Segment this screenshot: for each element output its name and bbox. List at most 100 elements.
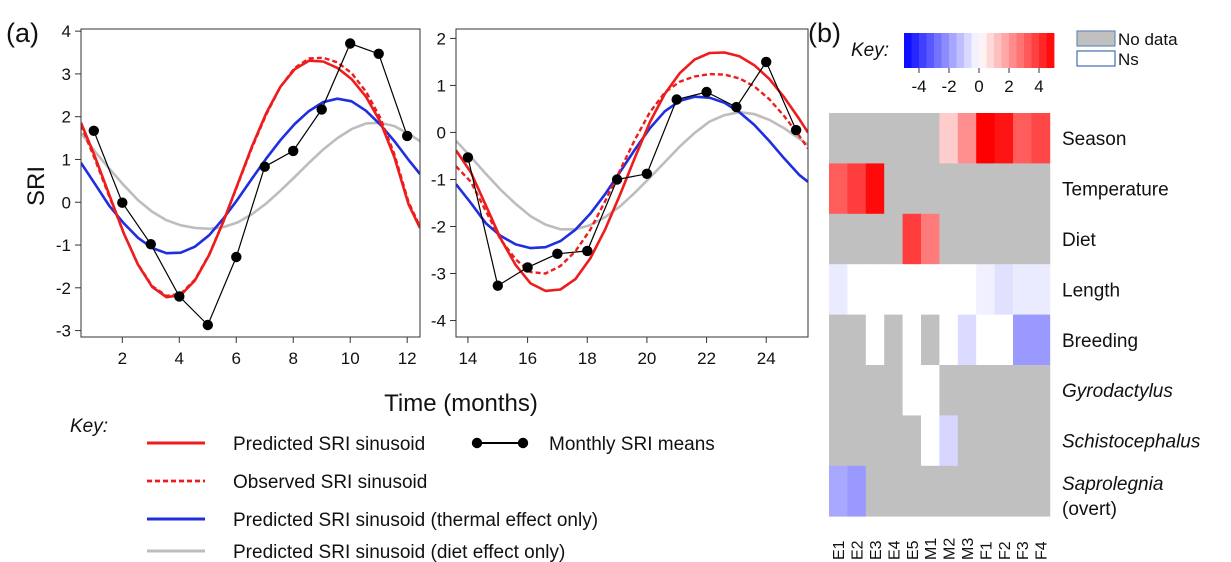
heatmap-cell	[976, 365, 995, 416]
heatmap-cell	[865, 415, 885, 467]
data-point	[582, 245, 593, 257]
heatmap-cell	[1013, 264, 1032, 315]
colorbar-tick-label: 4	[1034, 77, 1043, 96]
heatmap-cell	[921, 264, 940, 315]
colorbar-swatch	[1024, 33, 1032, 68]
heatmap-cell	[921, 163, 940, 215]
heatmap-cell	[884, 314, 903, 366]
heatmap-cell	[1031, 163, 1051, 215]
data-point	[259, 161, 270, 172]
y-tick-label: -3	[56, 322, 71, 341]
heatmap-cell	[847, 163, 867, 215]
colorbar-swatch	[964, 33, 972, 68]
heatmap-cell	[902, 465, 922, 517]
data-point	[462, 152, 474, 163]
data-point	[641, 168, 653, 179]
colorbar-swatch	[971, 33, 980, 68]
heatmap-cell	[1013, 113, 1032, 164]
heatmap-cell	[847, 465, 867, 517]
heatmap-cell	[976, 264, 995, 315]
y-tick-label: -4	[431, 312, 446, 331]
colorbar-swatch	[994, 33, 1002, 68]
colorbar-swatch	[926, 33, 935, 68]
heatmap-cell	[847, 365, 867, 416]
heatmap-cell	[994, 113, 1014, 164]
heatmap-cell	[847, 264, 867, 315]
heatmap-cell	[1013, 415, 1032, 467]
heatmap-cell	[829, 113, 848, 164]
heatmap-cell	[1031, 314, 1051, 366]
heatmap-cell	[865, 365, 885, 416]
series-line-grey-solid	[456, 110, 808, 231]
heatmap-cell	[902, 113, 922, 164]
heatmap-column-label: F2	[997, 541, 1014, 560]
heatmap-cell	[939, 415, 959, 467]
heatmap-cell	[939, 213, 959, 265]
heatmap-cell	[976, 465, 995, 517]
heatmap-column-label: F1	[978, 541, 995, 560]
heatmap-cell	[1013, 465, 1032, 517]
heatmap-cell	[829, 264, 848, 315]
heatmap-cell	[921, 365, 940, 416]
heatmap-cell	[957, 465, 977, 517]
y-tick-label: 3	[62, 65, 71, 84]
x-tick-label: 16	[518, 349, 537, 368]
heatmap-cell	[865, 163, 885, 215]
heatmap-cell	[1031, 465, 1051, 517]
chart-a-right: 14 16 18 20 22 24 -4 -3 -2 -1 0 1 2	[431, 28, 809, 368]
heatmap-column-label: E2	[850, 540, 867, 560]
colorbar-tick-label: 0	[974, 77, 983, 96]
heatmap-cell	[976, 415, 995, 467]
colorbar: Key: -4 -2 0 2 4	[851, 33, 1055, 96]
data-point	[88, 125, 100, 136]
x-tick-label: 18	[578, 349, 597, 368]
heatmap-cell	[921, 314, 940, 366]
x-tick-label: 24	[757, 349, 776, 368]
data-point	[552, 248, 563, 259]
series-line-grey-solid	[81, 121, 420, 231]
heatmap-cell	[902, 163, 922, 215]
heatmap-cell	[902, 264, 922, 315]
colorbar-swatch	[1009, 33, 1017, 68]
data-point	[231, 251, 242, 263]
heatmap-cell	[884, 415, 903, 467]
y-tick-label: 0	[62, 193, 71, 212]
heatmap-cell	[1013, 163, 1032, 215]
heatmap-cell	[865, 264, 885, 315]
heatmap-cell	[847, 213, 867, 265]
heatmap-cell	[902, 365, 922, 416]
y-tick-label: -2	[56, 279, 71, 298]
key-label: Predicted SRI sinusoid (diet effect only…	[233, 542, 565, 562]
plot-frame	[80, 28, 421, 338]
heatmap-cell	[976, 113, 995, 164]
heatmap-cell	[976, 213, 995, 265]
heatmap-cell	[829, 365, 848, 416]
heatmap-cell	[957, 213, 977, 265]
heatmap-cell	[939, 314, 959, 366]
heatmap-cell	[1013, 365, 1032, 416]
colorbar-tick-label: -4	[911, 77, 926, 96]
colorbar-swatch	[934, 33, 942, 68]
y-tick-label: 0	[437, 123, 446, 142]
colorbar-swatch	[1016, 33, 1025, 68]
x-tick-label: 8	[288, 349, 297, 368]
data-point	[316, 104, 327, 115]
heatmap-cell	[884, 365, 903, 416]
heatmap-cell	[902, 415, 922, 467]
heatmap-cell	[957, 314, 977, 366]
heatmap-column-label: F4	[1034, 541, 1051, 560]
heatmap-cell	[847, 314, 867, 366]
heatmap-cell	[994, 314, 1014, 366]
heatmap-column-label: F3	[1015, 541, 1032, 560]
x-tick-label: 22	[697, 349, 716, 368]
monthly-means-line	[467, 60, 797, 287]
heatmap-cell	[994, 415, 1014, 467]
colorbar-swatch	[911, 33, 920, 68]
heatmap-cell	[1031, 113, 1051, 164]
y-tick-label: -3	[431, 265, 446, 284]
heatmap-cell	[865, 113, 885, 164]
colorbar-swatch	[956, 33, 965, 68]
heatmap-cell	[994, 465, 1014, 517]
